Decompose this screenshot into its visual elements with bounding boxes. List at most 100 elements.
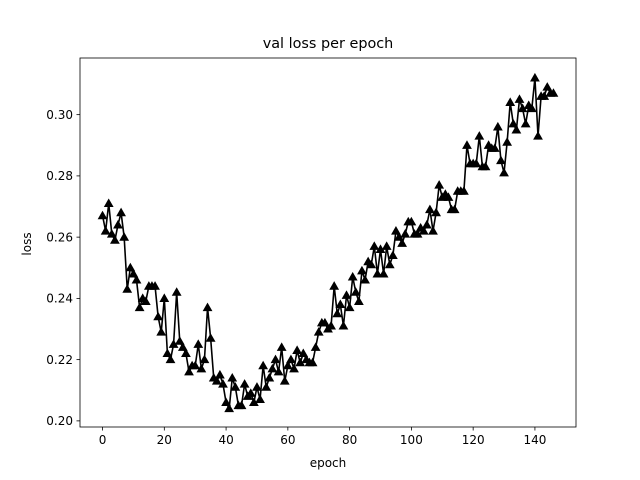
data-point-marker [131,275,142,284]
data-point-marker [492,121,503,131]
data-point-marker [459,186,469,195]
data-point-marker [153,311,164,321]
data-point-marker [480,161,491,171]
data-point-marker [116,207,126,217]
data-point-marker [378,268,389,278]
data-point-marker [218,379,228,388]
data-point-marker [397,238,408,247]
data-point-marker [264,372,275,382]
data-point-marker [211,376,222,385]
data-point-marker [428,226,438,235]
data-point-marker [199,354,210,364]
x-tick-label: 100 [400,433,423,447]
data-point-marker [134,302,145,312]
data-point-marker [159,293,170,302]
data-point-marker [171,287,182,296]
x-tick-label: 120 [462,433,485,447]
y-tick-label: 0.22 [46,353,73,367]
data-point-marker [162,348,173,358]
data-point-marker [526,103,537,113]
data-point-marker [106,229,117,238]
data-point-marker [286,354,296,364]
data-point-marker [174,336,185,345]
x-tick-label: 40 [218,433,233,447]
data-point-marker [533,131,543,140]
data-point-marker [344,302,355,312]
x-axis: 0 20 40 60 80 100 120 140 [99,427,546,447]
data-point-marker [279,376,290,385]
data-point-marker [511,124,522,134]
data-point-marker [181,348,191,358]
data-point-marker [165,354,176,364]
data-point-marker [273,366,284,376]
data-point-marker [372,268,383,278]
data-point-marker [369,241,380,250]
y-axis: 0.20 0.22 0.24 0.26 0.28 0.30 [46,108,80,428]
data-point-marker [125,262,136,272]
x-tick-label: 140 [523,433,546,447]
data-point-marker [140,296,151,306]
data-point-marker [230,382,241,391]
data-point-marker [150,281,160,290]
axes-frame [79,57,577,428]
data-point-marker [505,97,516,106]
data-point-marker [391,226,401,235]
data-point-marker [474,131,485,140]
data-point-marker [353,296,364,306]
data-point-marker [425,204,435,214]
plot-area [97,72,559,413]
data-point-marker [406,216,417,226]
data-point-marker [421,219,432,229]
data-point-marker [190,360,201,370]
data-point-marker [502,137,513,146]
data-point-marker [276,342,287,351]
data-point-marker [381,241,392,250]
data-point-marker [530,72,540,82]
chart-title: val loss per epoch [263,36,394,52]
data-point-marker [227,372,238,382]
data-point-marker [443,192,454,201]
y-tick-label: 0.26 [46,230,73,244]
data-point-marker [449,204,460,214]
data-point-marker [320,317,330,327]
x-tick-label: 60 [280,433,295,447]
data-point-marker [113,219,123,229]
data-point-marker [122,284,133,293]
data-point-marker [329,281,340,290]
y-tick-label: 0.20 [46,414,73,428]
data-point-marker [508,118,519,128]
x-tick-label: 0 [99,433,107,447]
data-point-marker [360,275,370,284]
data-point-marker [489,143,500,152]
data-point-marker [332,308,343,318]
data-point-marker [387,250,398,260]
data-point-marker [245,388,256,397]
data-point-marker [282,360,293,370]
data-point-marker [205,333,216,342]
data-point-marker [103,198,114,208]
data-point-marker [350,287,361,296]
data-point-marker [202,302,213,312]
data-point-marker [471,158,482,168]
data-point-marker [221,397,231,407]
data-point-marker [384,259,395,269]
data-point-marker [520,118,531,128]
data-point-marker [310,342,321,351]
y-tick-label: 0.30 [46,108,73,122]
data-point-marker [431,207,441,217]
data-point-marker [255,394,265,403]
x-tick-label: 20 [157,433,172,447]
data-point-marker [338,320,349,330]
data-point-marker [400,229,411,238]
data-point-marker [357,265,367,275]
data-point-marker [110,235,120,244]
data-point-marker [307,357,318,367]
data-point-marker [326,320,336,330]
data-point-marker [298,348,309,358]
data-point-marker [97,210,108,220]
data-point-marker [193,339,204,348]
data-point-marker [496,155,506,165]
